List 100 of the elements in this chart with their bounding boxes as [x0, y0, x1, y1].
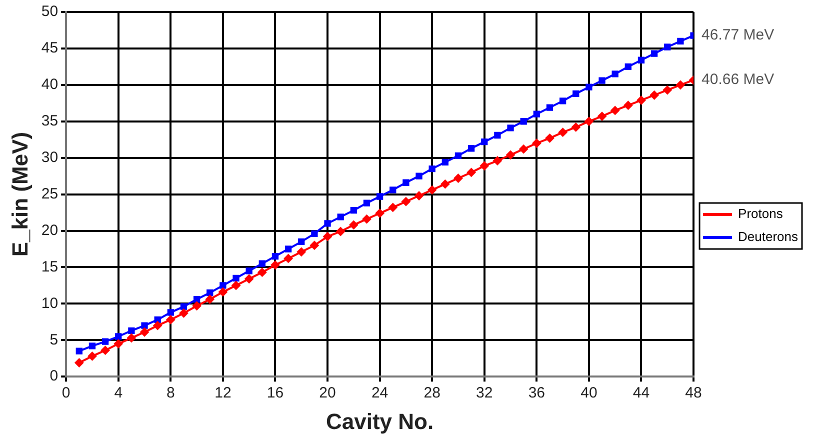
point: [258, 260, 266, 267]
x-tick-label: 20: [319, 384, 336, 402]
x-tick-label: 4: [114, 384, 123, 402]
point: [454, 174, 463, 183]
point: [350, 207, 357, 214]
point: [571, 122, 580, 132]
point: [638, 56, 645, 64]
point: [76, 348, 82, 354]
y-tick-label: 45: [41, 40, 58, 57]
point: [390, 186, 396, 194]
x-tick-label: 36: [528, 384, 546, 402]
point: [362, 214, 372, 224]
point: [153, 321, 162, 330]
point: [246, 268, 252, 274]
point: [584, 116, 594, 126]
y-tick-label: 0: [50, 368, 58, 385]
point: [532, 138, 542, 148]
point: [102, 338, 109, 345]
point: [481, 138, 488, 146]
point: [270, 260, 280, 270]
point: [416, 172, 422, 180]
point: [612, 70, 618, 78]
point: [376, 193, 384, 200]
point: [442, 158, 448, 166]
x-tick-label: 28: [424, 384, 440, 402]
point: [166, 315, 176, 324]
point: [100, 346, 110, 355]
point: [74, 358, 84, 368]
point: [468, 145, 475, 152]
point: [559, 98, 566, 104]
point: [650, 90, 659, 100]
point: [624, 63, 632, 70]
point: [218, 288, 228, 297]
point: [636, 96, 646, 105]
point: [572, 90, 580, 97]
point: [232, 280, 241, 290]
y-tick-label: 40: [41, 76, 58, 94]
point: [128, 327, 135, 334]
point: [662, 86, 672, 95]
point: [336, 226, 346, 236]
point: [284, 246, 292, 252]
point: [650, 50, 658, 57]
point: [428, 165, 436, 172]
point: [598, 112, 607, 121]
point: [205, 294, 214, 304]
point: [310, 240, 319, 250]
point: [440, 180, 450, 189]
point: [298, 238, 305, 246]
y-tick-label: 15: [41, 258, 58, 276]
point: [126, 333, 136, 342]
point: [141, 322, 148, 329]
point: [140, 328, 150, 337]
point: [492, 156, 502, 166]
point: [244, 274, 254, 284]
point: [610, 106, 620, 115]
x-tick-label: 16: [266, 384, 284, 402]
point: [375, 208, 384, 218]
x-tick-label: 12: [214, 384, 232, 402]
point: [558, 128, 568, 137]
point: [323, 232, 332, 242]
point: [414, 191, 424, 200]
point: [428, 185, 437, 194]
x-tick-label: 44: [632, 384, 650, 402]
point: [507, 124, 514, 132]
point: [676, 80, 685, 90]
point: [220, 282, 226, 289]
point: [388, 202, 398, 212]
x-tick-label: 0: [62, 384, 70, 402]
point: [88, 342, 96, 350]
y-tick-label: 35: [41, 112, 58, 130]
point: [180, 303, 188, 310]
point: [324, 220, 331, 227]
point: [193, 296, 200, 303]
point: [284, 254, 293, 263]
legend-label: Protons: [738, 206, 784, 222]
point: [545, 134, 554, 143]
point: [533, 110, 540, 118]
y-tick-label: 50: [41, 3, 58, 20]
x-tick-label: 24: [371, 384, 388, 402]
point: [88, 352, 97, 361]
y-tick-label: 5: [50, 331, 58, 348]
annotation: 40.66 MeV: [702, 71, 774, 88]
point: [546, 104, 554, 111]
point: [520, 118, 527, 125]
point: [401, 197, 410, 206]
point: [337, 214, 344, 220]
x-tick-label: 48: [685, 384, 702, 402]
point: [519, 144, 528, 154]
x-tick-label: 32: [476, 384, 493, 402]
point: [506, 150, 516, 160]
point: [586, 84, 592, 90]
point: [114, 339, 123, 348]
x-tick-label: 40: [580, 384, 598, 402]
y-axis-title: E_kin (MeV): [7, 132, 32, 257]
point: [258, 268, 267, 277]
point: [363, 200, 370, 206]
y-tick-label: 25: [41, 185, 58, 202]
point: [206, 289, 214, 296]
point: [179, 308, 188, 318]
point: [664, 44, 671, 50]
